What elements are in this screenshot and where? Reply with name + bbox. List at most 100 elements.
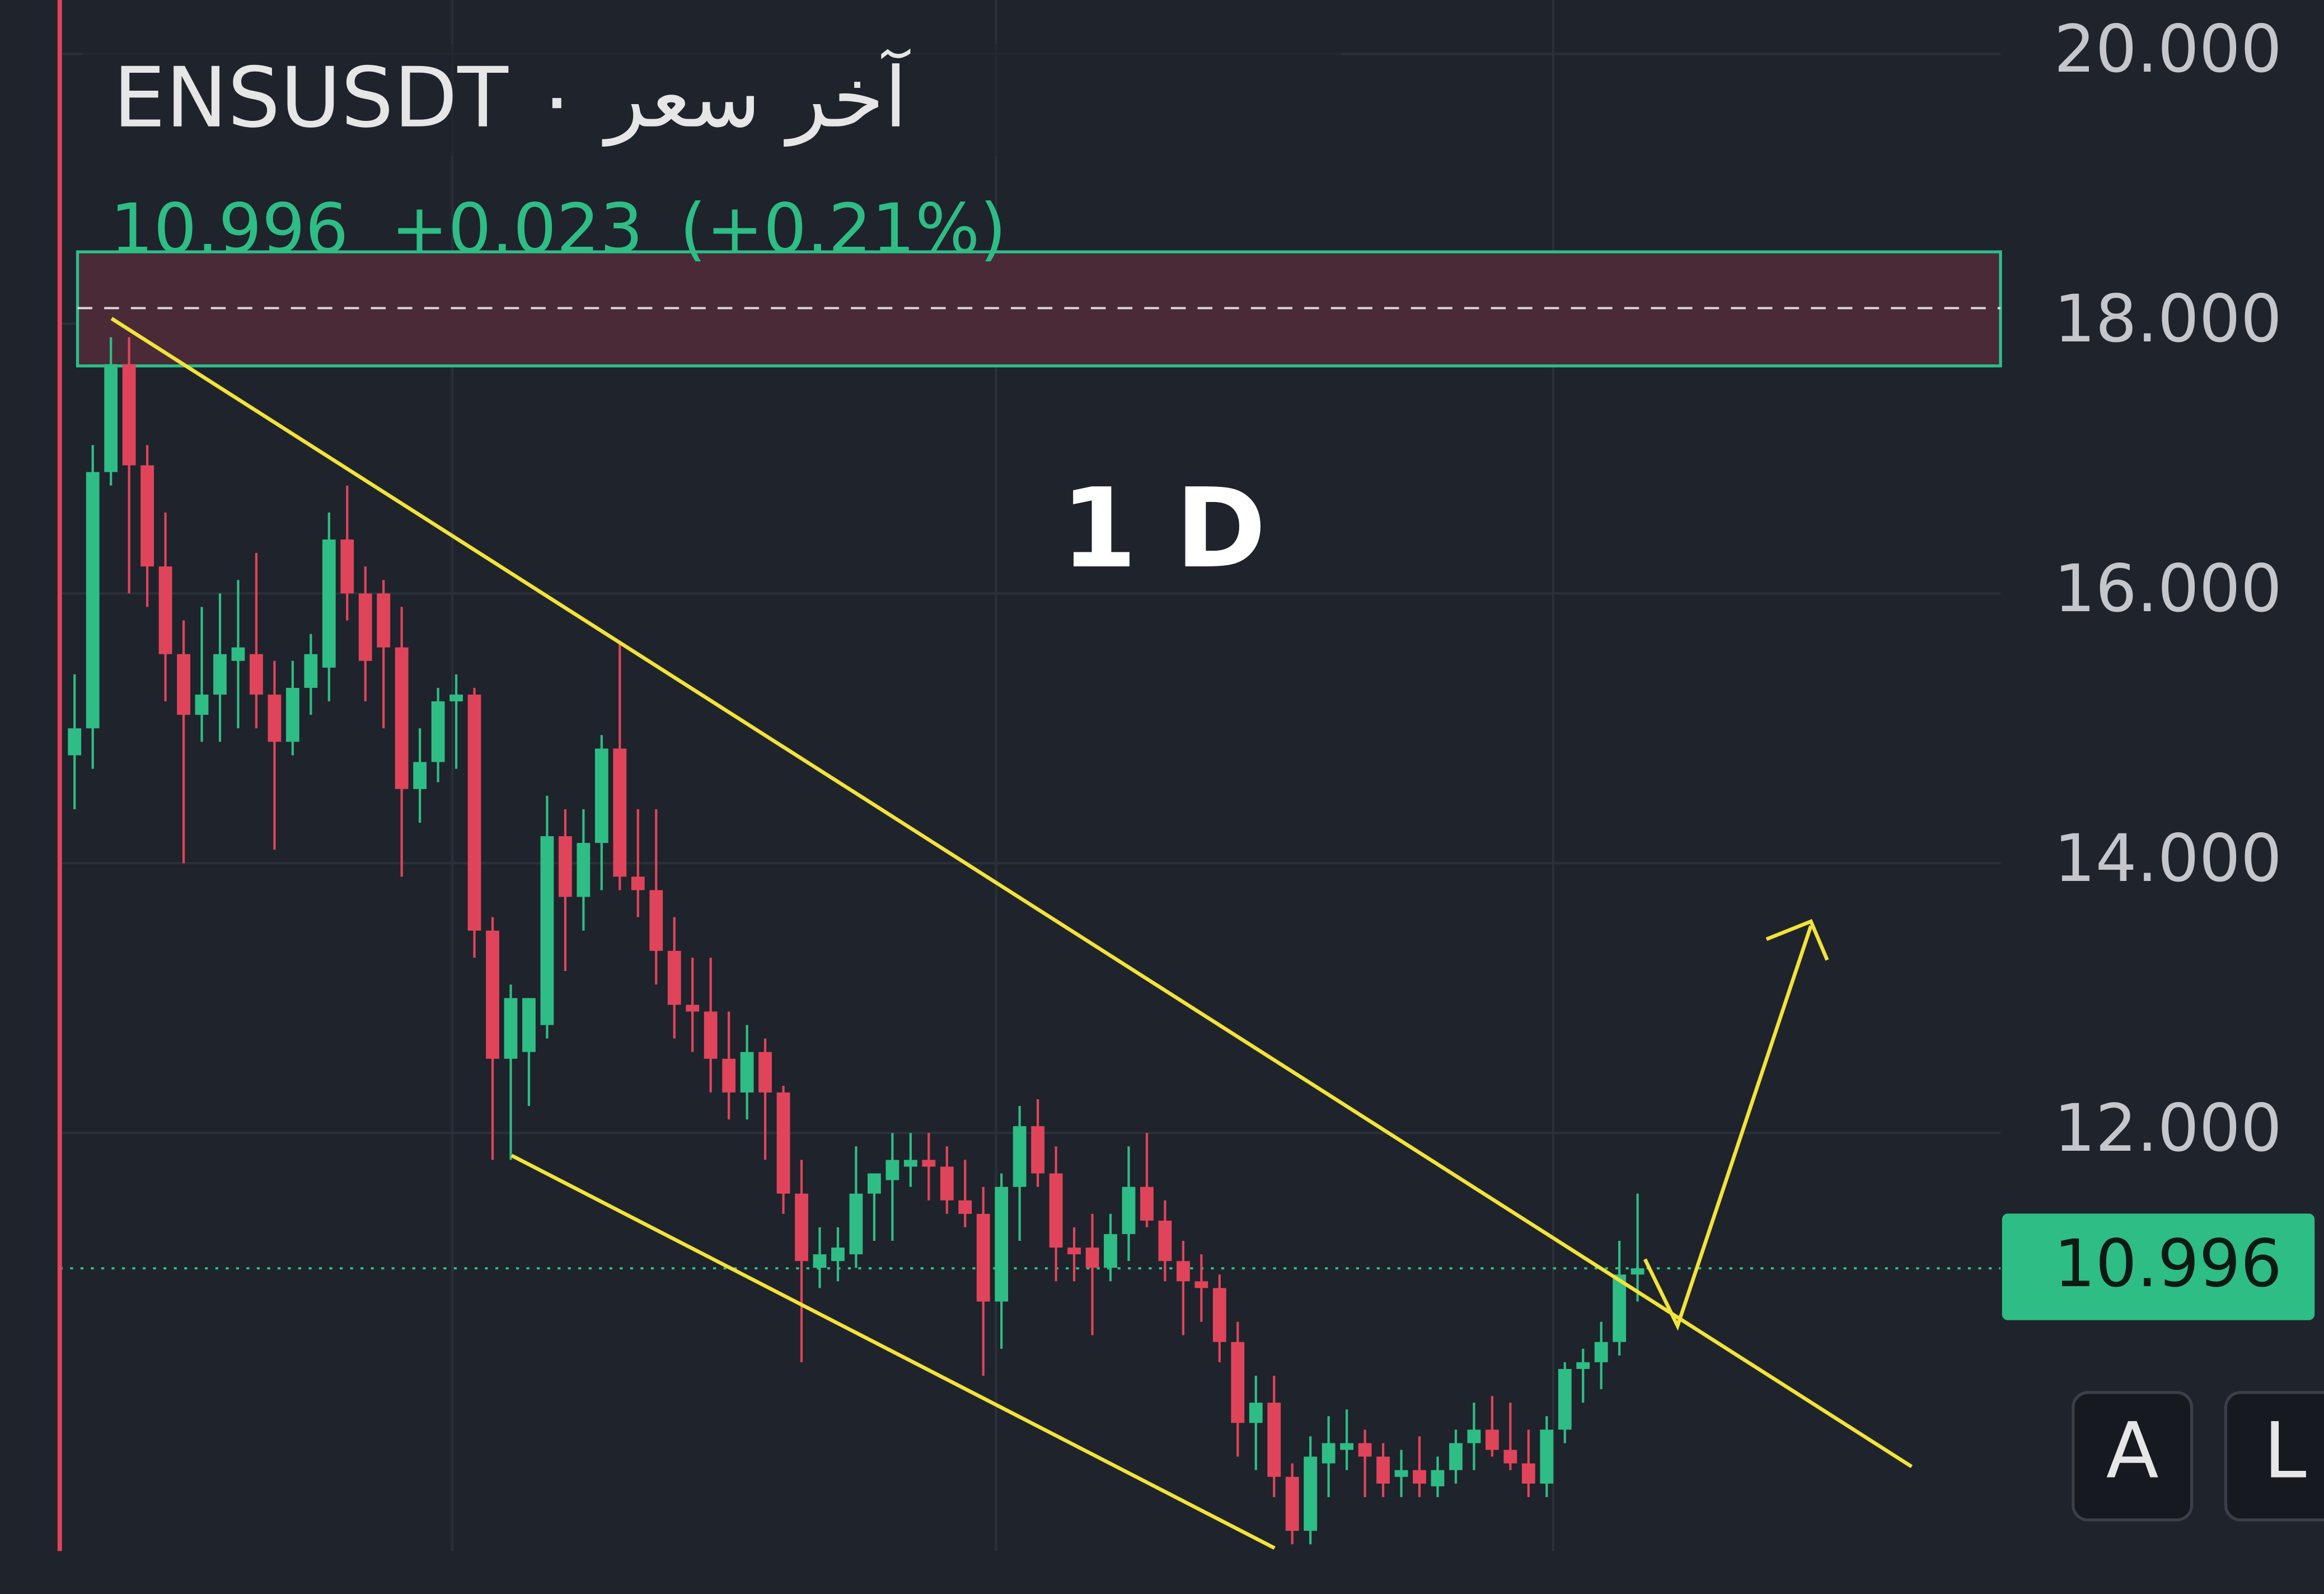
button[interactable]: [2072, 1391, 2194, 1522]
candle-body: [231, 647, 245, 661]
candle-body: [322, 539, 336, 668]
candle-body: [1485, 1429, 1499, 1450]
candle-body: [776, 1092, 790, 1194]
candle-body: [1267, 1403, 1281, 1477]
candle-body: [1304, 1456, 1318, 1531]
candle-body: [667, 950, 681, 1005]
candle-body: [995, 1187, 1009, 1302]
candle-body: [1067, 1248, 1081, 1255]
candle-body: [540, 836, 554, 1025]
candle-body: [1613, 1274, 1627, 1342]
candle-body: [613, 748, 627, 877]
header-price: 10.996: [110, 189, 349, 269]
candle-body: [649, 890, 663, 951]
candle-body: [1122, 1187, 1136, 1234]
candle-body: [122, 364, 136, 466]
candle-body: [758, 1052, 772, 1093]
candle-body: [413, 762, 427, 789]
candle-body: [1212, 1288, 1226, 1342]
candle-body: [1467, 1429, 1481, 1443]
candle-body: [395, 647, 409, 789]
y-tick-label: 20.000: [2054, 12, 2282, 87]
candle-body: [1140, 1187, 1154, 1221]
candle-body: [250, 654, 263, 695]
candle-body: [577, 843, 591, 897]
upper-trendline: [110, 317, 1913, 1469]
candle-body: [504, 998, 518, 1059]
candle-body: [522, 998, 536, 1052]
candle-body: [976, 1213, 990, 1302]
candle-body: [1630, 1268, 1644, 1275]
candle-body: [1158, 1220, 1172, 1262]
candle-body: [958, 1200, 972, 1214]
button-label[interactable]: L: [2264, 1406, 2307, 1495]
projection-arrow: [1643, 925, 1813, 1331]
button-label[interactable]: A: [2106, 1406, 2159, 1495]
y-axis: 12.000 14.000 16.000 18.000 20.000 10.996: [2002, 12, 2315, 1320]
y-tick-label: 18.000: [2054, 282, 2282, 357]
header-change: +0.023: [391, 189, 644, 269]
y-tick-label: 14.000: [2054, 821, 2282, 897]
candle-body: [195, 695, 209, 715]
candle-body: [849, 1193, 863, 1255]
candle-body: [885, 1160, 899, 1180]
candle-body: [86, 472, 100, 729]
candle-body: [1104, 1234, 1117, 1268]
candle-body: [1576, 1362, 1590, 1369]
candle-body: [594, 748, 608, 843]
candle-body: [1594, 1342, 1608, 1362]
candle-body: [104, 364, 118, 472]
candle-body: [813, 1254, 827, 1268]
candle-body: [1394, 1470, 1408, 1477]
candle-body: [377, 593, 391, 648]
price-buttons: A L: [2072, 1391, 2324, 1522]
candle-body: [158, 566, 172, 654]
candle-body: [1231, 1342, 1245, 1423]
y-tick-label: 12.000: [2054, 1091, 2282, 1166]
candle-body: [1031, 1126, 1045, 1174]
candle-body: [1249, 1403, 1263, 1423]
candle-body: [1358, 1443, 1372, 1457]
candle-body: [867, 1173, 881, 1194]
header-change-pct: (+0.21%): [680, 189, 1006, 269]
candle-body: [686, 1005, 700, 1012]
candle-body: [1322, 1443, 1336, 1464]
price-header: 10.996 +0.023 (+0.21%): [110, 189, 1006, 269]
candle-body: [704, 1011, 718, 1059]
candle-body: [1521, 1463, 1535, 1484]
y-tick-label: 16.000: [2054, 551, 2282, 627]
candle-body: [285, 687, 299, 742]
candle-body: [631, 876, 645, 890]
candle-body: [903, 1160, 917, 1167]
annotations: [110, 317, 1913, 1550]
button[interactable]: [2224, 1391, 2324, 1522]
interval-label: 1 D: [1061, 465, 1266, 593]
last-price-label: 10.996: [2054, 1226, 2282, 1302]
candle-body: [177, 654, 190, 715]
candle-body: [1540, 1429, 1554, 1484]
candle-body: [922, 1160, 936, 1167]
candle-body: [467, 695, 481, 931]
candle-body: [140, 465, 154, 567]
candle-body: [68, 728, 82, 756]
candle-body: [1085, 1248, 1099, 1268]
last-price-box: [2002, 1213, 2315, 1320]
candle-body: [1376, 1456, 1390, 1484]
candle-body: [740, 1052, 754, 1093]
candle-body: [213, 654, 227, 695]
candle-body: [449, 695, 463, 702]
candle-body: [722, 1058, 736, 1093]
candle-body: [558, 836, 572, 897]
candle-body: [795, 1193, 808, 1262]
candle-body: [431, 701, 445, 762]
chart-title: ENSUSDT آخر سعر ٠: [113, 48, 911, 147]
candle-body: [486, 930, 499, 1059]
candle-body: [1413, 1470, 1426, 1484]
candle-body: [1285, 1476, 1299, 1531]
candle-body: [1049, 1173, 1063, 1248]
candle-body: [1503, 1450, 1517, 1464]
arrow-head: [1765, 919, 1829, 961]
candle-body: [1013, 1126, 1027, 1187]
candle-body: [1176, 1261, 1190, 1282]
